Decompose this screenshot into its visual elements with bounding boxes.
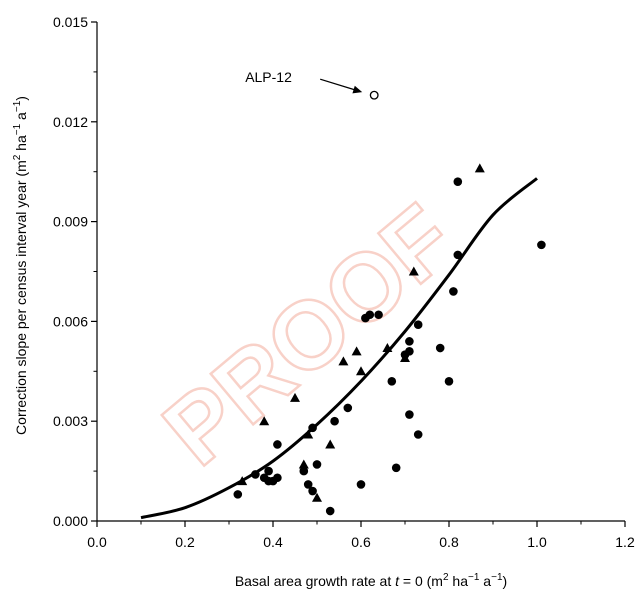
triangle-point [408, 266, 419, 276]
triangle-point [259, 416, 270, 426]
triangle-point [298, 459, 309, 469]
x-tick-label: 0.2 [175, 534, 195, 550]
y-tick-label: 0.009 [53, 214, 88, 230]
data-points [233, 90, 546, 516]
circle-point [308, 486, 317, 496]
triangle-point [290, 392, 300, 402]
circle-point [374, 310, 383, 320]
triangle-point [338, 356, 349, 366]
circle-point [405, 347, 414, 356]
open-circle-point [369, 90, 379, 100]
annotation-arrow-line [320, 78, 359, 92]
y-tick-label: 0.000 [53, 513, 88, 529]
annotation: ALP-12 [245, 69, 363, 94]
circle-point [413, 430, 423, 439]
triangle-point [400, 352, 410, 362]
fit-curve [140, 177, 538, 520]
circle-point [299, 466, 309, 476]
fit-curve-group [140, 177, 538, 520]
triangle-point [351, 346, 362, 356]
x-tick-label: 1.0 [527, 534, 547, 550]
y-tick-label: 0.015 [53, 14, 88, 30]
circle-point [435, 343, 445, 353]
x-tick-label: 0.8 [439, 534, 459, 550]
circle-point [273, 473, 282, 483]
y-tick-label: 0.012 [53, 114, 88, 130]
x-axis-title: Basal area growth rate at t = 0 (m2 ha−1… [235, 572, 507, 589]
circle-point [405, 337, 414, 346]
circle-point [356, 480, 366, 489]
y-axis-title: Correction slope per census interval yea… [12, 96, 29, 435]
circle-point [413, 320, 423, 330]
circle-point [233, 490, 243, 499]
circle-point [308, 423, 317, 433]
triangle-point [237, 476, 248, 486]
annotation-label: ALP-12 [245, 69, 292, 85]
circle-point [449, 287, 458, 296]
circle-point [537, 240, 546, 250]
x-tick-label: 0.6 [351, 534, 371, 550]
circle-point [444, 376, 454, 386]
triangle-point [356, 366, 366, 376]
y-tick-label: 0.003 [53, 413, 88, 429]
circle-point [303, 480, 313, 489]
circle-point [391, 463, 401, 473]
circle-point [387, 376, 397, 386]
circle-point [365, 310, 375, 320]
x-tick-label: 0.0 [87, 534, 107, 550]
x-tick-label: 1.2 [615, 534, 635, 550]
y-axis-ticks: 0.000 0.003 0.006 0.009 0.012 0.015 [53, 14, 97, 529]
x-axis-ticks: 0.0 0.2 0.4 0.6 0.8 1.0 1.2 [87, 521, 635, 550]
circle-point [453, 177, 463, 186]
circle-point [343, 403, 353, 413]
triangle-point [325, 439, 336, 449]
watermark: PROOF [144, 184, 474, 485]
triangle-point [382, 343, 393, 353]
x-tick-label: 0.4 [263, 534, 283, 550]
annotation-arrow-head [352, 85, 363, 94]
triangle-point [474, 163, 485, 173]
y-tick-label: 0.006 [53, 313, 88, 329]
triangle-point [312, 492, 322, 502]
circle-point [405, 410, 414, 419]
circle-point [264, 466, 273, 476]
circle-point [273, 440, 282, 449]
circle-point [330, 416, 339, 426]
circle-point [312, 460, 322, 469]
circle-point [453, 250, 463, 260]
circle-point [251, 470, 260, 479]
circle-point [325, 506, 335, 516]
triangle-point [303, 429, 314, 439]
